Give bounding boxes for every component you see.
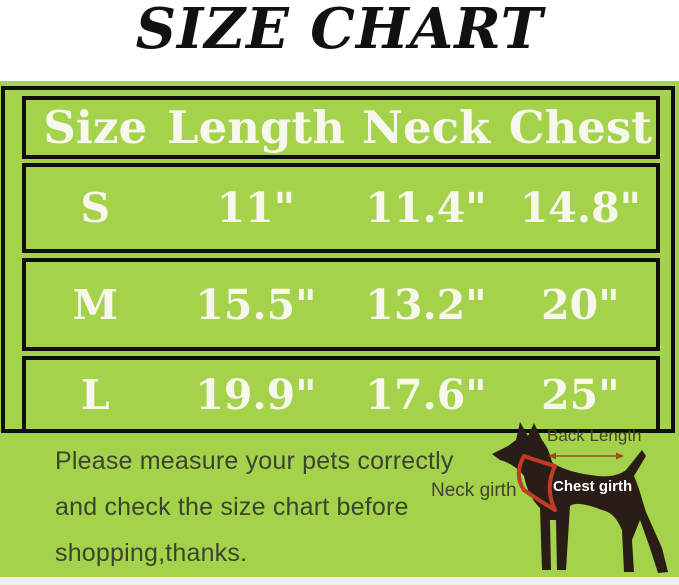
measure-note-line-2: and check the size chart before <box>55 493 409 521</box>
cell-size: M <box>72 280 118 329</box>
dog-silhouette-icon <box>492 422 668 573</box>
measure-note-line-3: shopping,thanks. <box>55 539 248 567</box>
cell-chest: 25" <box>541 370 620 419</box>
table-row-l: L 19.9" 17.6" 25" <box>22 356 660 433</box>
size-chart-panel: Size Length Neck Chest S 11" 11.4" 14.8"… <box>0 81 679 577</box>
cell-neck: 11.4" <box>365 184 487 232</box>
table-header-row: Size Length Neck Chest <box>22 96 660 159</box>
header-chest: Chest <box>508 101 653 154</box>
cell-size: S <box>80 184 111 232</box>
header-size: Size <box>43 101 148 154</box>
cell-neck: 13.2" <box>365 280 487 329</box>
header-length: Length <box>166 101 345 154</box>
cell-length: 11" <box>216 184 296 232</box>
table-row-m: M 15.5" 13.2" 20" <box>22 258 660 351</box>
cell-neck: 17.6" <box>365 370 487 419</box>
bottom-strip <box>0 577 679 585</box>
cell-length: 15.5" <box>195 280 317 329</box>
cell-length: 19.9" <box>195 370 317 419</box>
table-row-s: S 11" 11.4" 14.8" <box>22 163 660 253</box>
cell-chest: 20" <box>541 280 620 329</box>
back-length-arrow-icon <box>548 452 624 460</box>
cell-chest: 14.8" <box>519 184 641 232</box>
dog-measurement-diagram: Back Length Neck girth Chest girth <box>425 420 679 577</box>
harness-straps <box>516 454 557 512</box>
measure-note: Please measure your pets correctly and c… <box>55 438 454 576</box>
cell-size: L <box>80 370 110 419</box>
back-length-label: Back Length <box>547 426 642 445</box>
header-neck: Neck <box>361 101 491 154</box>
chest-girth-label: Chest girth <box>553 478 633 495</box>
measure-note-line-1: Please measure your pets correctly <box>55 447 454 475</box>
page-title: SIZE CHART <box>135 0 544 62</box>
neck-girth-label: Neck girth <box>431 480 517 501</box>
